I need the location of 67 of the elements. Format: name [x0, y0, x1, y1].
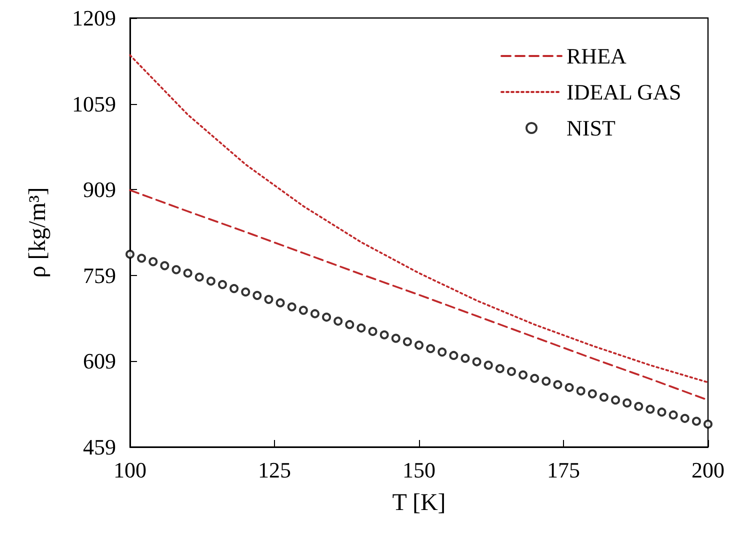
y-tick-label: 609: [83, 348, 116, 374]
point: [172, 265, 181, 274]
point: [634, 402, 644, 411]
point: [530, 374, 540, 383]
point: [298, 306, 308, 315]
point: [126, 250, 134, 259]
point: [599, 392, 608, 402]
point: [438, 348, 447, 357]
point: [657, 408, 666, 417]
point: [704, 420, 712, 429]
point: [322, 312, 332, 322]
point: [564, 383, 574, 392]
point: [518, 370, 528, 380]
point: [356, 324, 366, 333]
point: [287, 302, 296, 312]
point: [472, 357, 482, 366]
point: [310, 309, 320, 318]
point: [183, 268, 192, 278]
point: [460, 354, 470, 363]
x-tick-label: 200: [692, 458, 724, 482]
x-axis-title: T [K]: [392, 490, 446, 516]
point: [137, 254, 146, 263]
point: [588, 389, 597, 398]
point: [276, 298, 285, 308]
point: [495, 364, 504, 374]
y-tick-label: 759: [83, 262, 116, 288]
point: [334, 316, 343, 326]
point: [264, 294, 274, 304]
x-tick-label: 175: [547, 458, 580, 482]
point: [345, 320, 354, 330]
point: [206, 276, 216, 286]
x-tick-label: 150: [402, 458, 436, 482]
point: [680, 414, 690, 423]
point: [692, 416, 701, 426]
point: [553, 380, 562, 390]
point: [426, 344, 436, 354]
point: [646, 404, 655, 414]
point: [380, 330, 389, 340]
point: [194, 272, 204, 282]
y-tick-label: 1209: [72, 6, 116, 30]
legend-label: NIST: [566, 116, 616, 140]
point: [230, 284, 239, 294]
x-tick-label: 100: [114, 458, 146, 482]
legend-label: RHEA: [566, 44, 627, 68]
point: [484, 360, 493, 370]
point: [148, 257, 158, 266]
point: [414, 340, 424, 350]
point: [506, 367, 516, 376]
point: [368, 326, 378, 336]
y-axis-title: ρ [kg/m³]: [25, 187, 51, 278]
point: [218, 280, 227, 290]
point: [402, 337, 412, 346]
y-tick-label: 909: [83, 177, 116, 202]
point: [252, 290, 262, 300]
point: [622, 398, 632, 408]
legend-label: IDEAL GAS: [566, 80, 682, 104]
y-tick-label: 459: [83, 434, 116, 460]
point: [576, 386, 586, 396]
x-tick-label: 125: [258, 458, 291, 482]
point: [160, 261, 170, 270]
point: [391, 334, 400, 343]
point: [611, 396, 620, 405]
point: [449, 350, 458, 360]
point: [668, 410, 678, 420]
y-tick-label: 1059: [72, 91, 116, 116]
point: [241, 287, 250, 296]
point: [542, 376, 551, 386]
